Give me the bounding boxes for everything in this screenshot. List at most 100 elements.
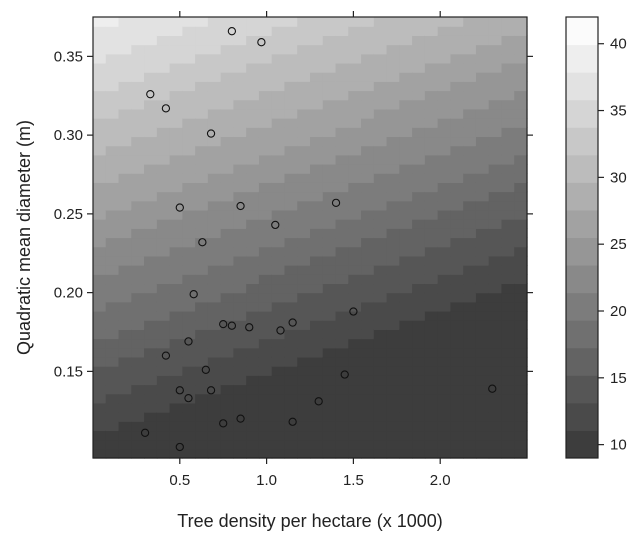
contour-cell [233,127,247,138]
contour-cell [514,17,528,27]
contour-cell [169,81,183,92]
contour-cell [488,90,503,101]
contour-cell [156,35,171,46]
contour-cell [463,311,477,321]
contour-cell [386,145,400,156]
contour-cell [450,375,464,386]
contour-cell [105,393,120,404]
contour-cell [195,81,209,92]
contour-cell [233,274,247,285]
contour-cell [169,53,183,64]
contour-cell [169,356,183,367]
contour-cell [437,347,452,358]
contour-cell [258,402,273,413]
contour-cell [144,81,158,92]
contour-cell [501,421,515,432]
contour-cell [501,145,515,156]
contour-cell [488,301,503,312]
contour-cell [105,338,120,349]
contour-cell [258,145,273,156]
contour-cell [195,35,209,46]
contour-cell [412,182,426,193]
contour-cell [118,145,132,156]
contour-cell [297,421,311,432]
contour-cell [131,292,145,303]
contour-cell [105,402,120,413]
contour-cell [514,145,528,156]
contour-cell [361,255,375,266]
colorbar-band [566,154,598,183]
contour-cell [488,356,503,367]
contour-cell [450,421,464,432]
contour-cell [450,448,464,459]
contour-cell [475,191,490,202]
contour-cell [501,81,515,92]
contour-cell [169,182,183,193]
contour-cell [156,356,171,367]
contour-cell [131,72,145,82]
contour-cell [93,430,107,441]
contour-cell [463,53,477,64]
contour-cell [131,81,145,92]
contour-cell [284,182,298,193]
contour-cell [412,164,426,174]
contour-cell [361,164,375,174]
colorbar-tick-label: 40 [610,36,627,53]
contour-cell [131,173,145,183]
contour-cell [322,347,337,358]
contour-cell [258,136,273,147]
contour-cell [131,62,145,73]
contour-cell [310,320,324,330]
contour-cell [93,320,107,330]
contour-cell [207,421,222,432]
contour-cell [450,384,464,395]
contour-cell [450,430,464,441]
contour-cell [348,154,362,165]
contour-cell [310,81,324,92]
contour-cell [271,154,286,165]
contour-cell [322,90,337,101]
contour-cell [361,209,375,220]
contour-cell [373,246,388,257]
contour-cell [424,228,439,239]
contour-cell [258,338,273,349]
colorbar-band [566,347,598,376]
contour-cell [386,44,400,55]
contour-cell [373,191,388,202]
contour-cell [258,99,273,110]
contour-cell [118,393,132,404]
contour-cell [271,329,286,340]
contour-cell [386,311,400,321]
contour-cell [488,448,503,459]
contour-cell [310,329,324,340]
contour-cell [450,237,464,248]
contour-cell [463,118,477,128]
contour-cell [93,412,107,422]
contour-cell [105,26,120,36]
contour-cell [297,182,311,193]
contour-cell [284,274,298,285]
contour-cell [475,53,490,64]
contour-cell [475,329,490,340]
contour-cell [284,154,298,165]
contour-cell [258,118,273,128]
contour-cell [182,35,196,46]
contour-cell [373,200,388,211]
contour-cell [437,439,452,450]
contour-cell [424,375,439,386]
contour-cell [412,301,426,312]
contour-cell [105,136,120,147]
contour-cell [246,219,260,229]
contour-cell [182,311,196,321]
contour-cell [322,412,337,422]
contour-cell [169,402,183,413]
contour-cell [488,228,503,239]
contour-cell [373,384,388,395]
contour-cell [195,219,209,229]
contour-cell [271,118,286,128]
contour-cell [105,219,120,229]
contour-cell [246,145,260,156]
contour-cell [93,402,107,413]
contour-cell [246,292,260,303]
contour-cell [93,375,107,386]
